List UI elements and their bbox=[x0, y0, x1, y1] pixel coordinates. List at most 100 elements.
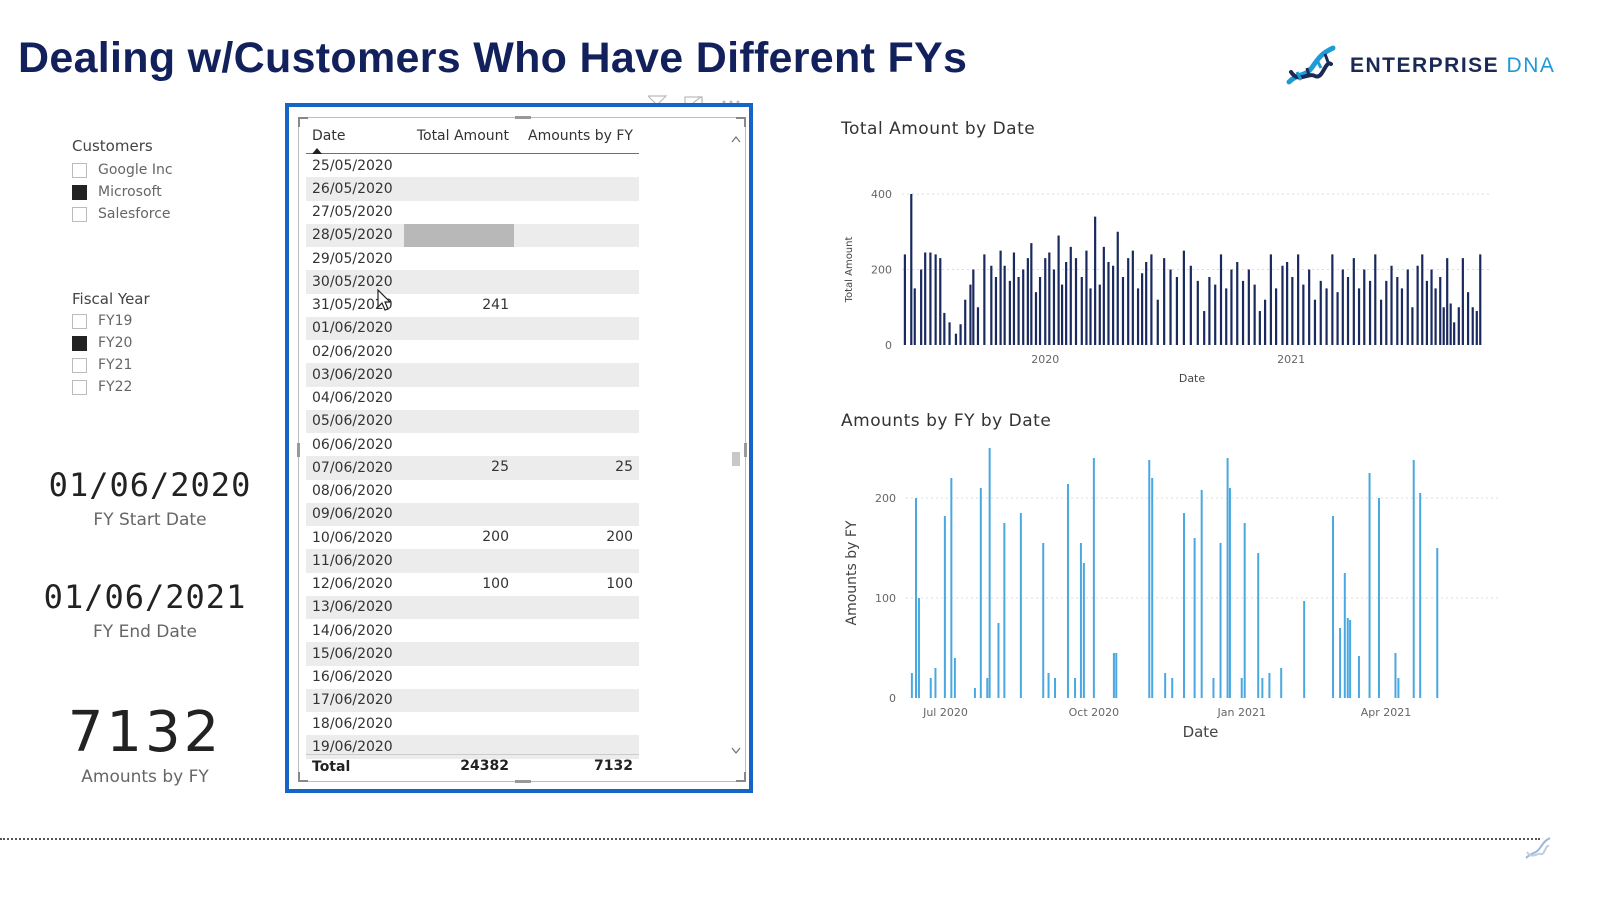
table-row[interactable]: 11/06/2020 bbox=[306, 549, 639, 573]
table-row[interactable]: 15/06/2020 bbox=[306, 642, 639, 666]
table-row[interactable]: 16/06/2020 bbox=[306, 666, 639, 689]
cell-date: 18/06/2020 bbox=[312, 715, 393, 732]
y-tick-label: 0 bbox=[889, 692, 896, 705]
fy-end-value: 01/06/2021 bbox=[43, 578, 247, 616]
table-row[interactable]: 28/05/2020 bbox=[306, 223, 639, 247]
table-row[interactable]: 30/05/2020 bbox=[306, 270, 639, 294]
x-tick-label: Oct 2020 bbox=[1069, 706, 1120, 719]
scroll-down-icon[interactable] bbox=[731, 747, 741, 755]
total-amount-chart: 0 200 400 2020 2021 Date Total Amount bbox=[844, 188, 1490, 385]
slicer-item-label: Salesforce bbox=[98, 206, 171, 222]
slicer-item-fy21[interactable]: FY21 bbox=[72, 354, 272, 376]
column-header-total-amount[interactable]: Total Amount bbox=[416, 128, 509, 144]
checkbox-checked[interactable] bbox=[72, 184, 87, 200]
checkbox[interactable] bbox=[72, 206, 87, 222]
table-row[interactable]: 01/06/2020 bbox=[306, 316, 639, 340]
slicer-item-fy22[interactable]: FY22 bbox=[72, 376, 272, 398]
table-row[interactable]: 05/06/2020 bbox=[306, 409, 639, 433]
cell-total-amount bbox=[404, 433, 514, 456]
column-header-date[interactable]: Date bbox=[306, 128, 404, 154]
y-tick-label: 100 bbox=[875, 592, 896, 605]
table-row[interactable]: 06/06/2020 bbox=[306, 433, 639, 456]
resize-handle[interactable] bbox=[297, 443, 300, 457]
table-row[interactable]: 02/06/2020 bbox=[306, 340, 639, 363]
column-header-amounts-by-fy[interactable]: Amounts by FY bbox=[528, 128, 633, 144]
table-row[interactable]: 04/06/2020 bbox=[306, 387, 639, 410]
cell-total-amount-value: 200 bbox=[482, 529, 509, 545]
slicer-item-microsoft[interactable]: Microsoft bbox=[72, 181, 272, 203]
cell-date: 30/05/2020 bbox=[312, 273, 393, 290]
table-row[interactable]: 26/05/2020 bbox=[306, 177, 639, 201]
table-row[interactable]: 03/06/2020 bbox=[306, 363, 639, 387]
cell-total-amount bbox=[404, 340, 514, 363]
table-row[interactable]: 19/06/2020 bbox=[306, 735, 639, 759]
slicer-item-label: FY20 bbox=[98, 335, 133, 351]
resize-handle[interactable] bbox=[298, 117, 308, 127]
cell-date: 12/06/2020 bbox=[312, 576, 393, 593]
table-visual-selection[interactable] bbox=[285, 103, 753, 793]
fy-start-label: FY Start Date bbox=[93, 510, 207, 530]
slicer-item-fy19[interactable]: FY19 bbox=[72, 310, 272, 332]
checkbox[interactable] bbox=[72, 162, 87, 178]
column-header-label: Date bbox=[312, 128, 346, 144]
table-row[interactable]: 13/06/2020 bbox=[306, 595, 639, 619]
table-row[interactable]: 12/06/2020 100 100 bbox=[306, 573, 639, 596]
checkbox[interactable] bbox=[72, 379, 87, 395]
cell-total-amount bbox=[404, 666, 514, 689]
cell-date: 03/06/2020 bbox=[312, 366, 393, 383]
watermark-logo-icon bbox=[1525, 837, 1551, 859]
x-tick-label: Jul 2020 bbox=[922, 706, 968, 719]
fiscal-year-slicer: Fiscal Year FY19 FY20 FY21 FY22 bbox=[72, 290, 272, 398]
cell-date: 26/05/2020 bbox=[312, 180, 393, 197]
resize-handle[interactable] bbox=[298, 772, 308, 782]
x-tick-label: 2020 bbox=[1031, 353, 1059, 366]
slicer-item-google-inc[interactable]: Google Inc bbox=[72, 159, 272, 181]
resize-handle[interactable] bbox=[515, 780, 531, 783]
table-row[interactable]: 17/06/2020 bbox=[306, 688, 639, 712]
table-row[interactable]: 07/06/2020 25 25 bbox=[306, 456, 639, 480]
resize-handle[interactable] bbox=[736, 772, 746, 782]
y-tick-label: 400 bbox=[871, 188, 892, 201]
cell-total-amount bbox=[404, 480, 514, 503]
table-row[interactable]: 10/06/2020 200 200 bbox=[306, 526, 639, 549]
table-row[interactable]: 25/05/2020 bbox=[306, 154, 639, 177]
resize-handle[interactable] bbox=[736, 117, 746, 127]
cell-total-amount bbox=[404, 177, 514, 200]
customers-slicer: Customers Google Inc Microsoft Salesforc… bbox=[72, 137, 272, 225]
resize-handle[interactable] bbox=[515, 116, 531, 119]
chart-title-total-amount: Total Amount by Date bbox=[841, 119, 1036, 139]
dna-helix-icon bbox=[1286, 45, 1336, 85]
table-row[interactable]: 08/06/2020 bbox=[306, 480, 639, 503]
cell-date: 27/05/2020 bbox=[312, 204, 393, 221]
cell-date: 09/06/2020 bbox=[312, 506, 393, 523]
cell-date: 25/05/2020 bbox=[312, 157, 393, 174]
fiscal-year-slicer-title: Fiscal Year bbox=[72, 290, 150, 308]
cell-total-amount-value: 100 bbox=[482, 575, 509, 592]
slicer-item-label: Microsoft bbox=[98, 184, 162, 200]
scroll-up-icon[interactable] bbox=[731, 135, 741, 143]
cell-date: 31/05/2020 bbox=[312, 297, 393, 314]
slicer-item-label: FY21 bbox=[98, 357, 133, 373]
more-options-icon[interactable] bbox=[722, 100, 740, 104]
checkbox-checked[interactable] bbox=[72, 335, 87, 351]
slicer-item-fy20[interactable]: FY20 bbox=[72, 332, 272, 354]
table-row[interactable]: 09/06/2020 bbox=[306, 502, 639, 526]
cell-date: 16/06/2020 bbox=[312, 669, 393, 686]
checkbox[interactable] bbox=[72, 313, 87, 329]
scrollbar-thumb[interactable] bbox=[732, 452, 740, 466]
table-row[interactable]: 14/06/2020 bbox=[306, 619, 639, 642]
amounts-by-fy-value: 7132 bbox=[67, 700, 223, 765]
cell-total-amount bbox=[404, 387, 514, 410]
resize-handle[interactable] bbox=[744, 443, 747, 457]
table-row[interactable]: 27/05/2020 bbox=[306, 201, 639, 224]
table-row[interactable]: 29/05/2020 bbox=[306, 247, 639, 270]
table-row[interactable]: 31/05/2020 241 bbox=[306, 294, 639, 317]
cell-total-amount bbox=[404, 317, 514, 340]
table-row[interactable]: 18/06/2020 bbox=[306, 712, 639, 735]
checkbox[interactable] bbox=[72, 357, 87, 373]
fy-start-card: 01/06/2020 FY Start Date bbox=[40, 466, 260, 530]
slicer-item-salesforce[interactable]: Salesforce bbox=[72, 203, 272, 225]
sort-ascending-icon bbox=[312, 148, 322, 154]
table-scrollbar[interactable] bbox=[731, 130, 741, 760]
cell-amounts-by-fy: 25 bbox=[615, 459, 633, 476]
